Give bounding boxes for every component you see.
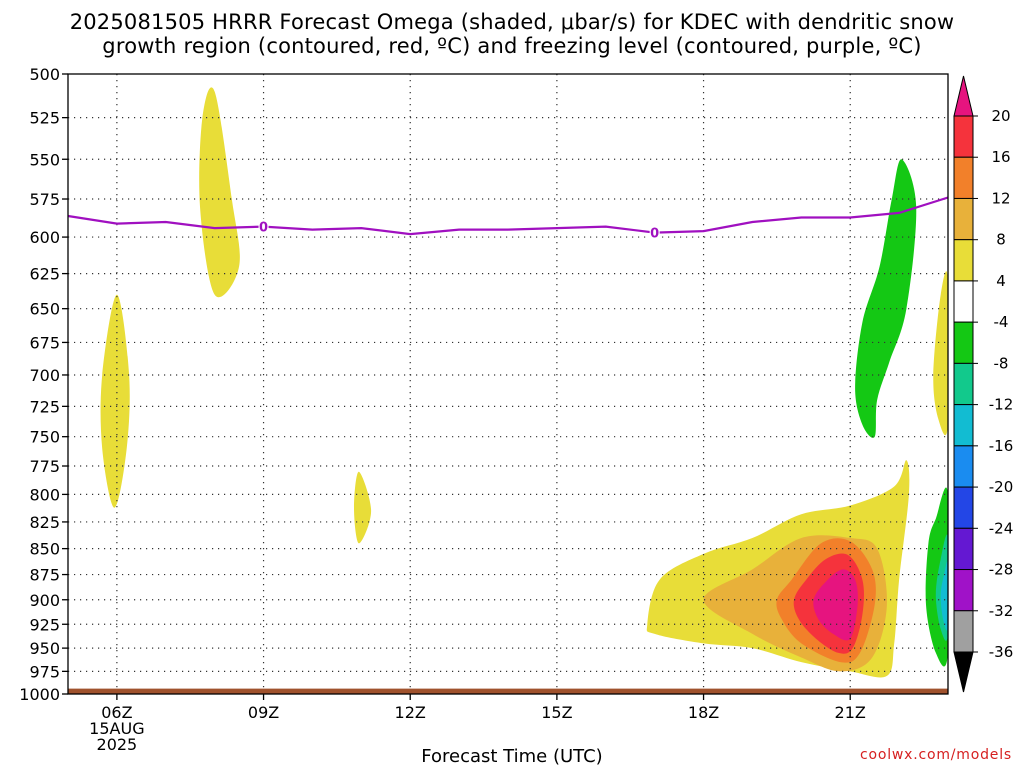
- colorbar-label: -36: [989, 643, 1014, 661]
- colorbar-label: 12: [991, 189, 1010, 207]
- omega-region-rising-06Z-mid: [100, 294, 130, 508]
- colorbar-box: [953, 362, 974, 406]
- x-tick-label-12Z: 12Z: [395, 703, 426, 722]
- y-tick-label-675: 675: [29, 333, 60, 352]
- y-tick-label-775: 775: [29, 457, 60, 476]
- y-tick-label-600: 600: [29, 228, 60, 247]
- plot-border: [67, 73, 949, 695]
- freezing-level-line: [67, 196, 949, 236]
- colorbar-box: [953, 197, 974, 241]
- omega-region-rising-low-level-20: [813, 569, 858, 641]
- y-tick-label-550: 550: [29, 150, 60, 169]
- chart-title-line-1: 2025081505 HRRR Forecast Omega (shaded, …: [69, 10, 955, 34]
- y-tick-label-875: 875: [29, 566, 60, 585]
- y-tick-label-750: 750: [29, 428, 60, 447]
- freezing-level-label: 0: [259, 221, 268, 236]
- x-tick-label-09Z: 09Z: [248, 703, 279, 722]
- pressure-axis: 500 525 550 575 600 625 650 675 700 725 750 775 800 8…: [19, 65, 68, 704]
- colorbar-label: -8: [994, 354, 1009, 372]
- chart-title-line-2: growth region (contoured, red, ºC) and f…: [102, 34, 922, 58]
- y-tick-label-900: 900: [29, 591, 60, 610]
- grid-lines: [68, 74, 948, 694]
- colorbar-box: [953, 239, 974, 282]
- omega-region-rising-right-edge: [933, 271, 948, 436]
- colorbar-box: [953, 610, 974, 653]
- y-tick-label-950: 950: [29, 639, 60, 658]
- colorbar-label: -16: [989, 437, 1014, 455]
- y-tick-label-925: 925: [29, 615, 60, 634]
- y-tick-label-1000: 1000: [19, 685, 60, 704]
- colorbar-box: [953, 115, 974, 158]
- freezing-label-bg: [649, 224, 660, 239]
- omega-region-sinking-upper: [855, 159, 917, 438]
- colorbar-box: [953, 527, 974, 571]
- y-tick-label-650: 650: [29, 300, 60, 319]
- colorbar-min-arrow: [953, 651, 974, 693]
- y-tick-label-575: 575: [29, 190, 60, 209]
- freezing-level-label: 0: [650, 227, 659, 242]
- colorbar-label: -24: [989, 519, 1014, 537]
- colorbar-label: -32: [989, 602, 1014, 620]
- y-tick-label-525: 525: [29, 109, 60, 128]
- colorbar-box: [953, 280, 974, 323]
- x-tick-label-06Z: 06Z: [101, 703, 132, 722]
- x-date-label: 15AUG: [89, 719, 144, 738]
- plot-frame: [67, 73, 949, 695]
- colorbar-label: 4: [996, 272, 1006, 290]
- colorbar-label: -12: [989, 396, 1014, 414]
- surface-ground: [68, 688, 948, 694]
- surface-band: [68, 688, 948, 694]
- colorbar-label: -20: [989, 478, 1014, 496]
- colorbar-label: 20: [991, 107, 1010, 125]
- colorbar-box: [953, 445, 974, 488]
- colorbar-label: 16: [991, 148, 1010, 166]
- colorbar-box: [953, 404, 974, 447]
- colorbar: 20 16 12 8 4 -4 -8 -12 -16 -20 -24 -28 -32 -36: [953, 75, 1014, 693]
- colorbar-box: [953, 156, 974, 199]
- colorbar-max-arrow: [953, 75, 974, 117]
- y-tick-label-800: 800: [29, 485, 60, 504]
- colorbar-box: [953, 321, 974, 364]
- freezing-label-bg: [258, 218, 269, 233]
- omega-region-rising-11Z: [354, 471, 372, 544]
- x-tick-label-15Z: 15Z: [541, 703, 572, 722]
- y-tick-label-700: 700: [29, 366, 60, 385]
- x-date-label: 2025: [97, 735, 138, 754]
- y-tick-label-850: 850: [29, 540, 60, 559]
- colorbar-label: -4: [994, 313, 1009, 331]
- y-tick-label-625: 625: [29, 265, 60, 284]
- credit-link[interactable]: coolwx.com/models: [859, 747, 1012, 763]
- colorbar-box: [953, 569, 974, 612]
- y-tick-label-725: 725: [29, 397, 60, 416]
- colorbar-box: [953, 486, 974, 529]
- y-tick-label-825: 825: [29, 513, 60, 532]
- colorbar-label: 8: [996, 231, 1006, 249]
- y-tick-label-975: 975: [29, 662, 60, 681]
- omega-region-sinking-lower-12: [940, 561, 948, 631]
- y-tick-label-500: 500: [29, 65, 60, 84]
- x-axis-label: Forecast Time (UTC): [421, 746, 603, 767]
- omega-shading: [100, 87, 948, 678]
- x-tick-label-18Z: 18Z: [688, 703, 719, 722]
- omega-region-rising-08Z: [199, 87, 240, 298]
- colorbar-label: -28: [989, 561, 1014, 579]
- x-tick-label-21Z: 21Z: [835, 703, 866, 722]
